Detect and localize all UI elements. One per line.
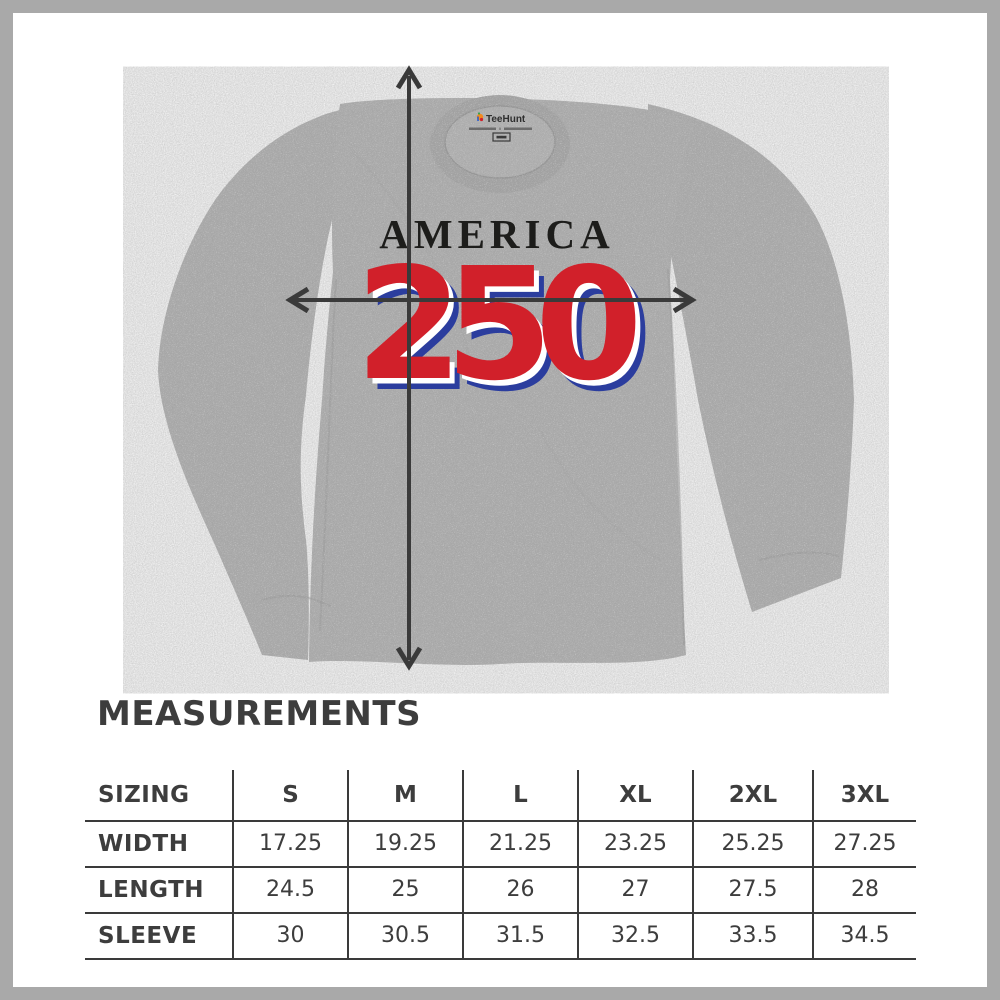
sleeve-row: SLEEVE 30 30.5 31.5 32.5 33.5 34.5 — [85, 914, 916, 960]
shirt-body — [309, 98, 694, 665]
svg-text:250: 250 — [365, 245, 646, 426]
neck-label: TeeHunt — [469, 112, 532, 142]
print-america-text: AMERICA — [379, 211, 614, 257]
length-value-m: 25 — [347, 868, 462, 912]
measurements-title: MEASUREMENTS — [97, 694, 422, 734]
shirt-print-design: AMERICA 250 250 250 — [355, 211, 664, 426]
length-arrow-icon — [395, 65, 423, 671]
width-arrow-icon — [285, 286, 697, 314]
neck-label-fineprint — [469, 127, 532, 130]
size-col-l: L — [462, 770, 577, 820]
size-table: SIZING S M L XL 2XL 3XL WIDTH 17.25 19.2… — [85, 770, 916, 960]
width-value-s: 17.25 — [232, 822, 347, 866]
width-row-label: WIDTH — [98, 830, 189, 857]
length-value-l: 26 — [462, 868, 577, 912]
length-value-s: 24.5 — [232, 868, 347, 912]
svg-text:250: 250 — [355, 234, 636, 415]
width-value-3xl: 27.25 — [812, 822, 916, 866]
width-value-2xl: 25.25 — [692, 822, 812, 866]
right-sleeve — [648, 104, 854, 612]
size-table-header-row: SIZING S M L XL 2XL 3XL — [85, 770, 916, 822]
length-row-label: LENGTH — [98, 876, 205, 903]
size-col-3xl: 3XL — [812, 770, 916, 820]
left-sleeve — [158, 108, 348, 660]
sleeve-value-2xl: 33.5 — [692, 914, 812, 958]
length-row: LENGTH 24.5 25 26 27 27.5 28 — [85, 868, 916, 914]
shirt-illustration — [158, 95, 854, 665]
sizing-header-label: SIZING — [98, 781, 190, 808]
sleeve-row-label: SLEEVE — [98, 922, 198, 949]
width-value-xl: 23.25 — [577, 822, 692, 866]
length-value-3xl: 28 — [812, 868, 916, 912]
width-value-m: 19.25 — [347, 822, 462, 866]
sleeve-value-3xl: 34.5 — [812, 914, 916, 958]
size-col-2xl: 2XL — [692, 770, 812, 820]
neck-label-size-tag — [492, 132, 511, 142]
sleeve-value-xl: 32.5 — [577, 914, 692, 958]
length-value-xl: 27 — [577, 868, 692, 912]
width-value-l: 21.25 — [462, 822, 577, 866]
length-value-2xl: 27.5 — [692, 868, 812, 912]
size-col-m: M — [347, 770, 462, 820]
sleeve-value-s: 30 — [232, 914, 347, 958]
print-250-ribbon: 250 250 250 — [355, 234, 664, 426]
sleeve-value-m: 30.5 — [347, 914, 462, 958]
collar-opening — [444, 105, 556, 179]
size-col-xl: XL — [577, 770, 692, 820]
measurement-arrows — [285, 65, 697, 671]
teehunt-logo-icon — [476, 112, 484, 122]
neck-label-brand: TeeHunt — [486, 114, 526, 125]
sleeve-value-l: 31.5 — [462, 914, 577, 958]
size-col-s: S — [232, 770, 347, 820]
width-row: WIDTH 17.25 19.25 21.25 23.25 25.25 27.2… — [85, 822, 916, 868]
